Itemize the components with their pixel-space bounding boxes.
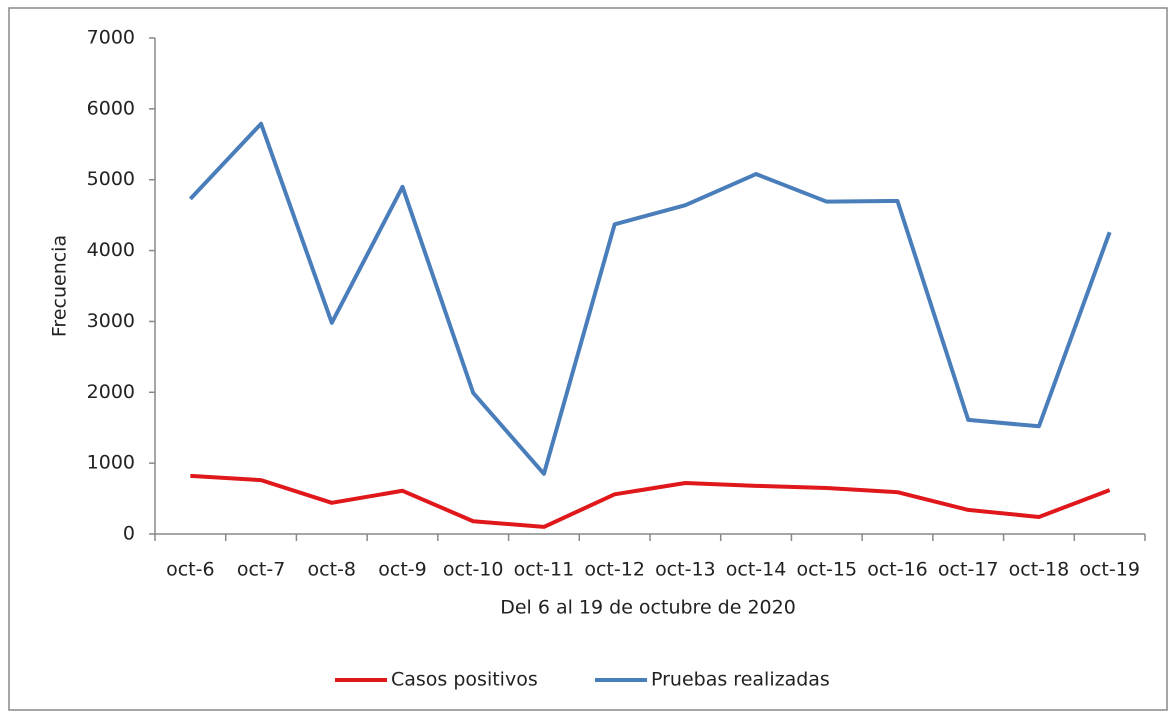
legend-label: Casos positivos <box>391 669 538 691</box>
y-tick-label: 1000 <box>87 452 135 474</box>
y-tick-label: 7000 <box>87 27 135 49</box>
x-tick-label: oct-12 <box>584 559 645 581</box>
line-series <box>190 473 1111 529</box>
x-tick-label: oct-9 <box>378 559 426 581</box>
x-tick-label: oct-13 <box>655 559 716 581</box>
x-tick-label: oct-15 <box>797 559 858 581</box>
x-tick-label: oct-18 <box>1009 559 1070 581</box>
x-tick-label: oct-6 <box>166 559 214 581</box>
y-tick-label: 0 <box>123 523 135 545</box>
x-tick-label: oct-8 <box>308 559 356 581</box>
y-tick-label: 5000 <box>87 168 135 190</box>
y-tick-label: 6000 <box>87 97 135 119</box>
y-tick-label: 4000 <box>87 239 135 261</box>
legend-label: Pruebas realizadas <box>651 669 830 691</box>
x-tick-label: oct-14 <box>726 559 787 581</box>
x-tick-label: oct-19 <box>1079 559 1140 581</box>
line-series <box>188 121 1112 476</box>
x-axis-label: Del 6 al 19 de octubre de 2020 <box>500 597 796 619</box>
chart-frame <box>8 7 1168 711</box>
y-tick-label: 3000 <box>87 310 135 332</box>
x-tick-label: oct-17 <box>938 559 999 581</box>
x-tick-label: oct-11 <box>514 559 575 581</box>
x-tick-label: oct-16 <box>867 559 928 581</box>
x-tick-label: oct-10 <box>443 559 504 581</box>
x-tick-label: oct-7 <box>237 559 285 581</box>
y-axis-label: Frecuencia <box>49 235 71 337</box>
y-tick-label: 2000 <box>87 381 135 403</box>
